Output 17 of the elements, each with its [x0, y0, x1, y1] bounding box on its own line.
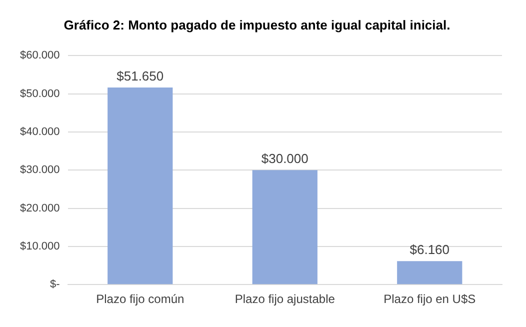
- x-tick-label: Plazo fijo en U$S: [384, 292, 476, 306]
- data-label: $51.650: [116, 68, 164, 84]
- x-tick-label: Plazo fijo común: [96, 292, 184, 306]
- bar: [397, 261, 462, 284]
- y-tick-label: $40.000: [20, 126, 60, 138]
- y-tick-label: $50.000: [20, 88, 60, 100]
- x-tick-label: Plazo fijo ajustable: [234, 292, 336, 306]
- y-tick-label: $60.000: [20, 50, 60, 62]
- y-tick-label: $30.000: [20, 164, 60, 176]
- data-label: $6.160: [410, 242, 450, 258]
- bar: [252, 170, 318, 284]
- chart-title: Gráfico 2: Monto pagado de impuesto ante igual capital inicial.: [64, 17, 450, 32]
- y-tick-label: $20.000: [20, 202, 60, 214]
- data-label: $30.000: [261, 151, 308, 166]
- bar: [108, 87, 173, 284]
- y-tick-label: $-: [50, 278, 60, 291]
- y-tick-label: $10.000: [20, 240, 60, 252]
